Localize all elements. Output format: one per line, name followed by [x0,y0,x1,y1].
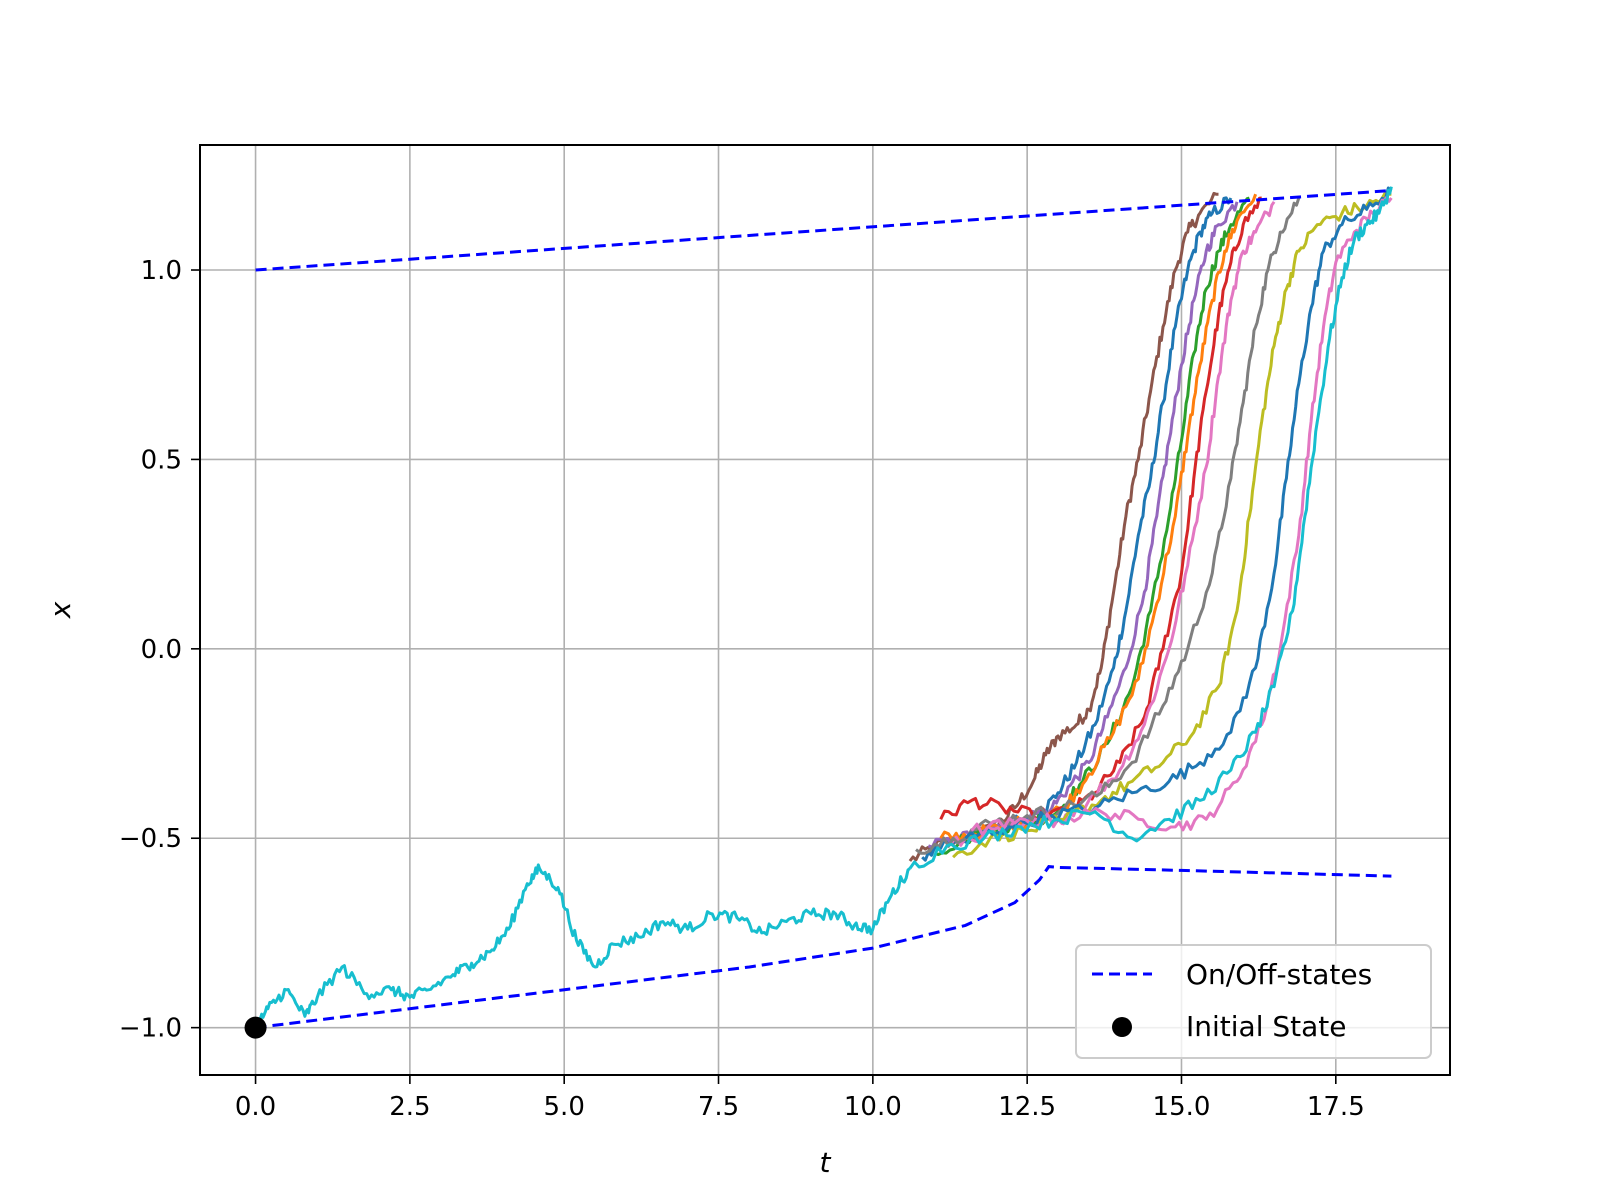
ticks: 0.0 2.5 5.0 7.5 10.0 12.5 15.0 17.5 −1.0 −0.5 0.0 0… [119,256,1365,1122]
off-state-line [255,865,1392,1030]
trajectory-line [908,186,1393,870]
initial-state-marker [244,1016,267,1039]
x-tick-label: 2.5 [389,1092,430,1122]
x-tick-label: 15.0 [1153,1092,1211,1122]
x-tick-label: 12.5 [998,1092,1056,1122]
legend-box [1075,944,1432,1059]
y-tick-label: −0.5 [119,824,182,854]
trajectory-line [946,200,1276,848]
legend-initial-state-label: Initial State [1186,1010,1347,1043]
x-tick-label: 0.0 [235,1092,276,1122]
x-tick-label: 7.5 [698,1092,739,1122]
x-tick-label: 10.0 [844,1092,902,1122]
y-tick-label: 0.0 [141,635,182,665]
plot-frame [199,144,1451,1076]
legend: On/Off-states Initial State [1075,944,1432,1059]
trajectory-line [939,193,1258,843]
x-axis-label: t [820,1146,832,1179]
y-tick-label: 1.0 [141,256,182,286]
trajectory-line [939,196,1262,823]
trajectories [254,186,1393,1031]
trajectory-line [952,191,1392,859]
grid [200,145,1450,1075]
legend-initial-state-marker [1112,1017,1132,1037]
legend-on-off-label: On/Off-states [1186,958,1372,991]
x-tick-label: 17.5 [1307,1092,1365,1122]
y-tick-label: −1.0 [119,1014,182,1044]
x-tick-label: 5.0 [544,1092,585,1122]
shared-trajectory-line [254,863,911,1031]
y-tick-label: 0.5 [141,445,182,475]
trajectory-line [915,197,1301,855]
trajectory-line [964,186,1393,840]
y-axis-label: x [44,601,77,619]
on-state-line [255,189,1392,272]
